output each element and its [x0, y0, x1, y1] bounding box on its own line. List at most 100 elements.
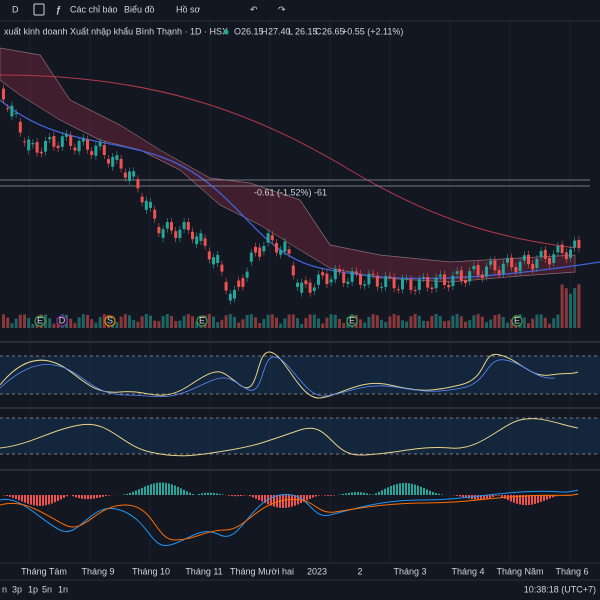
histogram-bar: [81, 495, 83, 499]
oscillator-band: [0, 356, 600, 394]
volume-bar: [371, 314, 375, 328]
candle-body: [392, 277, 396, 289]
candle-body: [119, 158, 123, 169]
histogram-bar: [333, 495, 335, 496]
volume-bar: [249, 314, 253, 328]
candle-body: [149, 201, 152, 208]
candle-body: [476, 265, 480, 276]
candle-body: [241, 278, 245, 287]
volume-bar: [480, 316, 484, 328]
candle-body: [527, 254, 530, 265]
volume-bar: [195, 321, 199, 328]
histogram-bar: [237, 495, 239, 497]
candle-body: [270, 235, 274, 241]
volume-bar: [317, 318, 320, 328]
candle-body: [275, 242, 278, 253]
undo-button[interactable]: ↶: [250, 4, 258, 14]
candle-icon[interactable]: [33, 3, 45, 16]
volume-bar: [531, 318, 535, 328]
volume-bar: [174, 321, 178, 328]
volume-bar: [178, 320, 182, 328]
histogram-bar: [414, 484, 416, 495]
timeframe-button[interactable]: 5n: [42, 584, 52, 594]
histogram-bar: [60, 495, 62, 500]
profile-button[interactable]: Hồ sơ: [176, 4, 201, 14]
histogram-bar: [285, 495, 287, 508]
redo-button[interactable]: ↷: [278, 4, 286, 14]
indicator-icon[interactable]: ƒ: [56, 4, 61, 14]
event-marker[interactable]: [196, 315, 208, 327]
volume-bar: [338, 318, 341, 328]
histogram-bar: [381, 490, 383, 495]
volume-bar: [182, 315, 186, 328]
histogram-bar: [51, 495, 53, 504]
signal-line: [0, 356, 556, 398]
candle-body: [178, 229, 182, 238]
candle-body: [161, 229, 165, 238]
histogram-bar: [543, 495, 545, 501]
timeframe-button[interactable]: n: [2, 584, 7, 594]
volume-bar: [77, 317, 81, 328]
candle-body: [367, 273, 371, 285]
histogram-bar: [357, 492, 359, 495]
histogram-bar: [462, 495, 464, 498]
candle-body: [455, 271, 459, 274]
event-marker[interactable]: [104, 315, 116, 327]
histogram-bar: [72, 495, 74, 497]
candle-body: [493, 260, 497, 271]
histogram-bar: [201, 493, 203, 495]
volume-bar: [459, 316, 463, 328]
chart-button[interactable]: Biểu đồ: [124, 4, 155, 14]
histogram-bar: [192, 494, 194, 495]
histogram-bar: [504, 495, 506, 499]
histogram-bar: [480, 495, 482, 500]
volume-bar: [149, 315, 152, 328]
clock: 10:38:18 (UTC+7): [524, 584, 596, 594]
candle-body: [216, 254, 220, 264]
candle-body: [569, 249, 572, 258]
timeframe-button[interactable]: 1n: [58, 584, 68, 594]
histogram-bar: [420, 486, 422, 495]
event-marker[interactable]: [346, 315, 358, 327]
candle-body: [140, 196, 144, 203]
candle-body: [535, 258, 539, 269]
histogram-bar: [519, 495, 521, 505]
volume-bar: [157, 321, 161, 328]
time-axis: Tháng Tám Tháng 9 Tháng 10 Tháng 11 Tháng Mư…: [21, 566, 588, 576]
candle-body: [321, 272, 325, 276]
timeframe-button[interactable]: 1p: [28, 584, 38, 594]
candle-body: [157, 226, 161, 234]
volume-bar: [165, 314, 169, 328]
candle-body: [401, 278, 404, 290]
interval-button[interactable]: D: [12, 4, 19, 14]
volume-bar: [212, 316, 215, 328]
volume-bar: [367, 316, 371, 328]
volume-bar: [451, 315, 455, 328]
histogram-bar: [84, 495, 86, 500]
indicators-button[interactable]: Các chỉ báo: [70, 4, 118, 14]
event-marker[interactable]: [56, 315, 68, 327]
volume-bar: [569, 293, 572, 328]
volume-bar: [283, 318, 287, 328]
volume-bar: [224, 315, 228, 328]
event-marker[interactable]: [511, 315, 523, 327]
candle-body: [48, 137, 52, 140]
signal-line: [0, 493, 579, 541]
volume-bar: [275, 317, 278, 328]
histogram-bar: [294, 495, 296, 506]
candle-body: [102, 145, 106, 155]
histogram-bar: [204, 492, 206, 495]
candle-body: [44, 141, 47, 152]
candle-body: [426, 276, 430, 288]
volume-bar: [312, 314, 316, 328]
volume-bar: [14, 318, 18, 328]
event-marker[interactable]: [34, 315, 46, 327]
candle-body: [317, 274, 320, 285]
ohlc: O 26.15H 27.40L 26.15C 26.65+0.55 (+2.11%): [234, 26, 403, 36]
candle-body: [39, 151, 43, 154]
short-moving-average: [0, 99, 600, 280]
histogram-bar: [66, 495, 68, 497]
ohlc-value: 26.15: [241, 26, 264, 36]
candle-body: [174, 231, 178, 238]
timeframe-button[interactable]: 3p: [12, 584, 22, 594]
